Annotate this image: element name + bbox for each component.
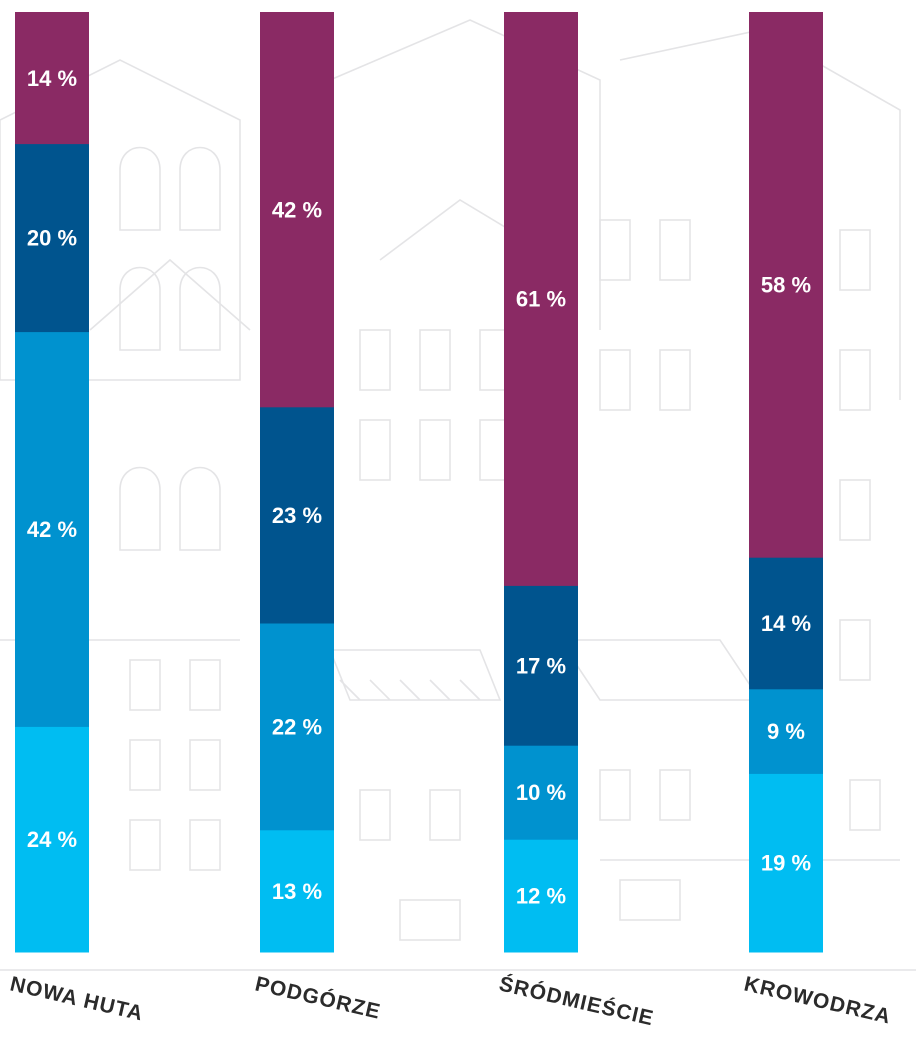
bar-segment-srodmiescie-2: [504, 585, 578, 746]
bar-segment-srodmiescie-1: [504, 745, 578, 840]
data-label-podgorze-1: 22 %: [272, 714, 322, 739]
bar-segment-podgorze-1: [260, 623, 334, 831]
bar-segment-nowa-huta-0: [15, 726, 89, 953]
category-label-krowodrza: KROWODRZA: [742, 972, 893, 1028]
category-labels-layer: NOWA HUTA PODGÓRZE ŚRÓDMIEŚCIE KROWODRZA: [8, 971, 893, 1030]
data-label-srodmiescie-1: 10 %: [516, 780, 566, 805]
bar-segment-krowodrza-1: [749, 688, 823, 774]
data-label-krowodrza-1: 9 %: [767, 719, 805, 744]
bar-segment-krowodrza-0: [749, 773, 823, 953]
data-label-nowa-huta-2: 20 %: [27, 226, 77, 251]
data-label-podgorze-3: 42 %: [272, 197, 322, 222]
data-labels-layer: 24 % 42 % 20 % 14 % 13 % 22 % 23 % 42 % 12 % 10 %…: [27, 66, 811, 909]
data-label-srodmiescie-2: 17 %: [516, 653, 566, 678]
data-label-nowa-huta-3: 14 %: [27, 66, 77, 91]
category-label-podgorze: PODGÓRZE: [253, 971, 383, 1023]
data-label-srodmiescie-3: 61 %: [516, 287, 566, 312]
category-label-srodmiescie: ŚRÓDMIEŚCIE: [497, 971, 656, 1030]
bars-layer: [15, 12, 823, 953]
bar-segment-nowa-huta-3: [15, 12, 89, 145]
bar-segment-podgorze-0: [260, 829, 334, 953]
data-label-podgorze-0: 13 %: [272, 879, 322, 904]
data-label-krowodrza-0: 19 %: [761, 851, 811, 876]
data-label-nowa-huta-1: 42 %: [27, 517, 77, 542]
data-label-podgorze-2: 23 %: [272, 503, 322, 528]
data-label-nowa-huta-0: 24 %: [27, 827, 77, 852]
bar-segment-podgorze-2: [260, 406, 334, 624]
bar-segment-nowa-huta-2: [15, 143, 89, 333]
bar-segment-krowodrza-2: [749, 557, 823, 690]
data-label-srodmiescie-0: 12 %: [516, 884, 566, 909]
bar-segment-srodmiescie-0: [504, 839, 578, 953]
bar-segment-nowa-huta-1: [15, 331, 89, 727]
data-label-krowodrza-2: 14 %: [761, 611, 811, 636]
bar-segment-srodmiescie-3: [504, 12, 578, 586]
bar-segment-krowodrza-3: [749, 12, 823, 558]
data-label-krowodrza-3: 58 %: [761, 273, 811, 298]
category-label-nowa-huta: NOWA HUTA: [8, 972, 146, 1025]
bar-segment-podgorze-3: [260, 12, 334, 408]
